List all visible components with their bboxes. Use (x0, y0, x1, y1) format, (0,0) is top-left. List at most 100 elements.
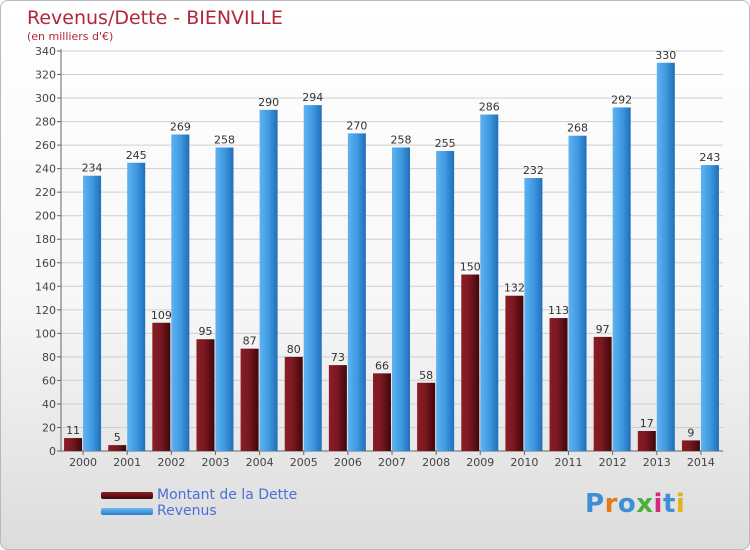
data-labels: 11 234 5 245 109 269 95 258 87 290 80 294 73 270 66 258… (66, 49, 720, 444)
data-label-debt-2012: 97 (596, 323, 610, 336)
y-tick-label: 60 (42, 374, 56, 387)
logo-letter: o (617, 489, 637, 519)
x-tick-label: 2000 (69, 456, 97, 469)
legend-item-dette: Montant de la Dette (101, 487, 297, 503)
data-label-revenue-2002: 269 (170, 121, 191, 134)
logo-letter: t (662, 489, 676, 519)
bar-debt-2013 (637, 431, 656, 451)
y-tick-label: 40 (42, 398, 56, 411)
y-tick-label: 220 (35, 186, 56, 199)
x-tick-label: 2011 (555, 456, 583, 469)
data-label-revenue-2011: 268 (567, 122, 588, 135)
x-tick-label: 2005 (290, 456, 318, 469)
bar-debt-2009 (461, 274, 480, 451)
bar-revenue-2009 (480, 114, 499, 451)
bar-debt-2005 (284, 356, 303, 451)
data-label-debt-2001: 5 (114, 431, 121, 444)
logo-letter: i (653, 489, 663, 519)
bars (64, 62, 719, 452)
x-tick-label: 2008 (422, 456, 450, 469)
data-label-debt-2005: 80 (287, 343, 301, 356)
bar-debt-2008 (417, 382, 436, 451)
bar-debt-2000 (64, 438, 83, 451)
data-label-revenue-2003: 258 (214, 133, 235, 146)
x-tick-label: 2004 (246, 456, 274, 469)
axes: 0 20 40 60 80 100 120 140 160 180 200 220 240 260 280 3… (35, 45, 723, 469)
y-tick-label: 340 (35, 45, 56, 58)
logo-letter: x (636, 489, 654, 519)
legend-swatch-dette (101, 491, 153, 499)
bar-debt-2014 (681, 440, 700, 451)
y-tick-label: 160 (35, 257, 56, 270)
y-tick-label: 100 (35, 327, 56, 340)
data-label-revenue-2000: 234 (82, 162, 103, 175)
bar-revenue-2005 (303, 105, 322, 451)
bar-debt-2007 (373, 373, 391, 451)
data-label-debt-2008: 58 (419, 369, 433, 382)
bar-revenue-2004 (259, 109, 278, 451)
y-tick-label: 20 (42, 421, 56, 434)
data-label-debt-2011: 113 (548, 304, 569, 317)
y-tick-label: 140 (35, 280, 56, 293)
y-tick-label: 0 (49, 445, 56, 458)
legend: Montant de la Dette Revenus (101, 487, 297, 519)
legend-label-revenus: Revenus (157, 503, 217, 519)
x-tick-label: 2006 (334, 456, 362, 469)
x-tick-label: 2003 (201, 456, 229, 469)
x-tick-label: 2007 (378, 456, 406, 469)
bar-revenue-2007 (392, 147, 410, 451)
x-tick-label: 2010 (510, 456, 538, 469)
bar-revenue-2014 (700, 165, 719, 451)
data-label-revenue-2006: 270 (346, 119, 367, 132)
data-label-debt-2003: 95 (198, 325, 212, 338)
y-tick-label: 320 (35, 69, 56, 82)
data-label-revenue-2009: 286 (479, 101, 500, 114)
data-label-revenue-2007: 258 (391, 133, 412, 146)
data-label-revenue-2004: 290 (258, 96, 279, 109)
data-label-debt-2007: 66 (375, 359, 389, 372)
y-tick-label: 300 (35, 92, 56, 105)
y-tick-label: 180 (35, 233, 56, 246)
data-label-debt-2004: 87 (243, 335, 257, 348)
legend-label-dette: Montant de la Dette (157, 487, 298, 503)
y-tick-label: 240 (35, 163, 56, 176)
data-label-debt-2000: 11 (66, 424, 80, 437)
data-label-debt-2013: 17 (640, 417, 654, 430)
logo-letter: i (675, 489, 686, 519)
y-tick-label: 80 (42, 351, 56, 364)
x-tick-label: 2009 (466, 456, 494, 469)
bar-debt-2001 (108, 445, 127, 451)
bar-revenue-2012 (612, 107, 631, 452)
bar-revenue-2003 (215, 147, 234, 451)
data-label-debt-2014: 9 (687, 426, 694, 439)
x-tick-label: 2002 (157, 456, 185, 469)
logo-letter: P (585, 489, 605, 519)
x-tick-label: 2001 (113, 456, 141, 469)
data-label-revenue-2014: 243 (699, 151, 720, 164)
bar-debt-2002 (152, 322, 171, 451)
data-label-revenue-2008: 255 (435, 137, 456, 150)
bar-revenue-2013 (656, 62, 675, 451)
data-label-debt-2002: 109 (151, 309, 172, 322)
bar-revenue-2001 (127, 162, 146, 451)
y-tick-label: 120 (35, 304, 56, 317)
bar-revenue-2011 (568, 135, 587, 452)
data-label-debt-2010: 132 (504, 282, 525, 295)
y-tick-label: 280 (35, 116, 56, 129)
bar-revenue-2010 (524, 178, 543, 451)
logo-letter: r (604, 489, 618, 519)
chart-subtitle: (en milliers d'€) (27, 30, 114, 43)
bar-debt-2006 (328, 365, 347, 451)
legend-item-revenus: Revenus (101, 503, 297, 519)
data-label-debt-2006: 73 (331, 351, 345, 364)
bar-revenue-2002 (171, 134, 190, 451)
y-tick-label: 200 (35, 210, 56, 223)
bar-revenue-2008 (436, 151, 455, 451)
bar-debt-2012 (593, 336, 612, 451)
data-label-revenue-2010: 232 (523, 164, 544, 177)
data-label-debt-2009: 150 (460, 261, 481, 274)
x-tick-label: 2013 (643, 456, 671, 469)
chart-title: Revenus/Dette - BIENVILLE (27, 7, 283, 29)
data-label-revenue-2001: 245 (126, 149, 147, 162)
